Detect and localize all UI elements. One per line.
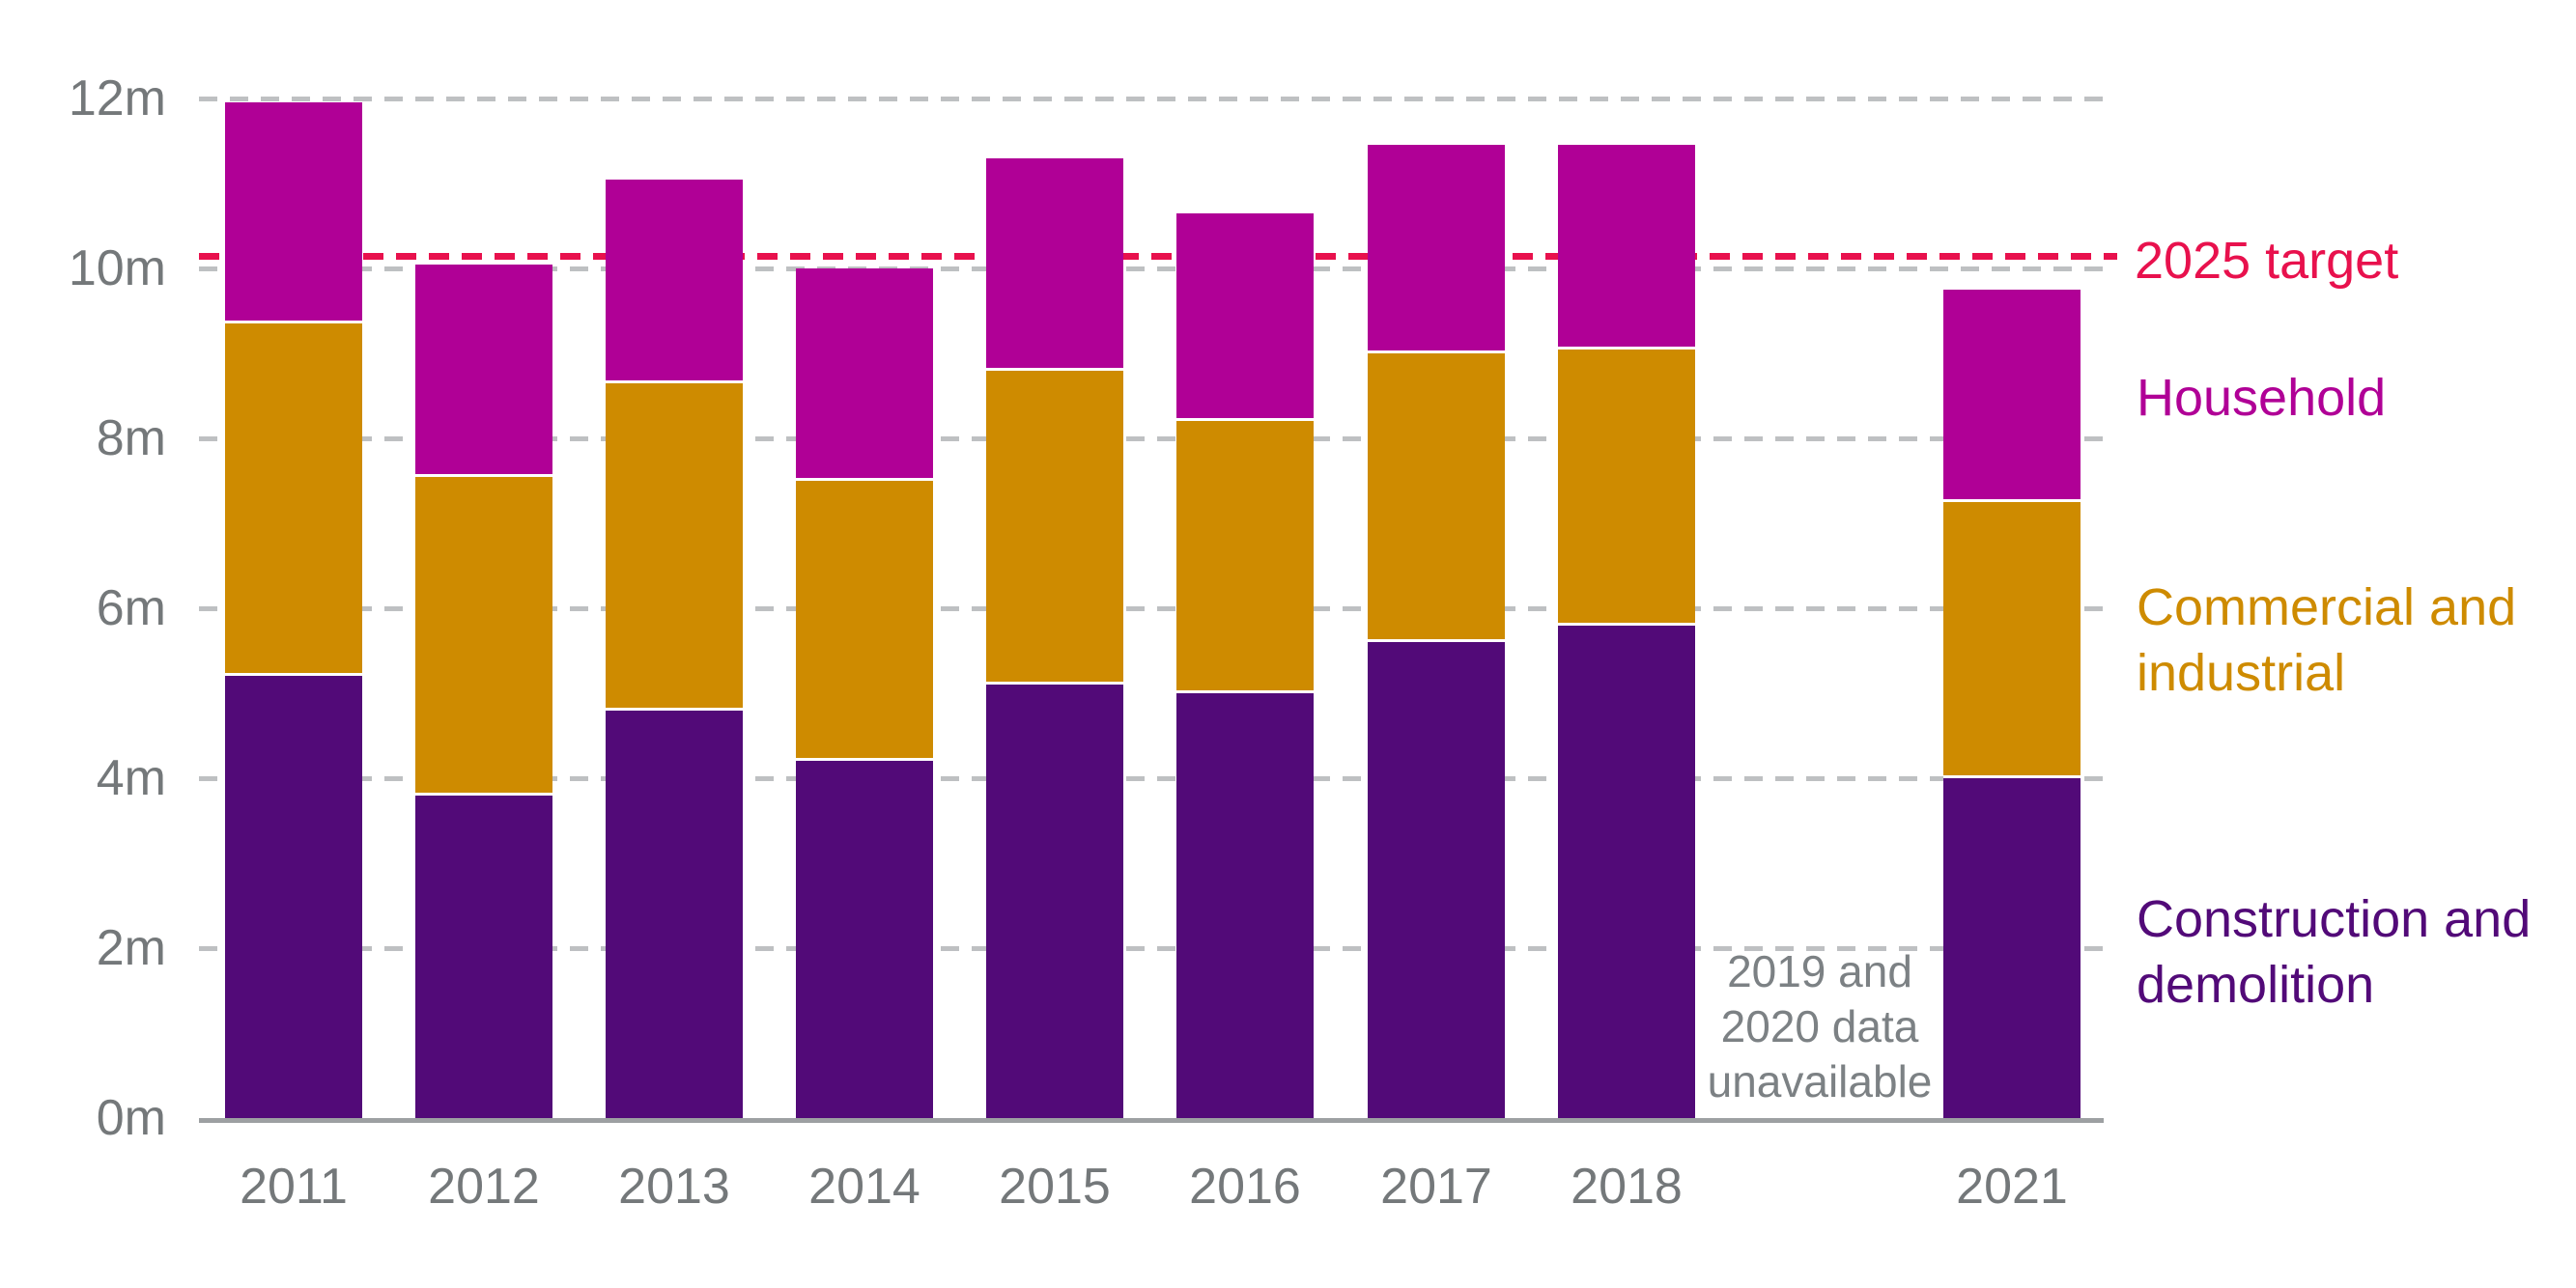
bar-2017-household [1368, 145, 1505, 353]
missing-data-note-line3: unavailable [1707, 1056, 1933, 1106]
bar-2013-construction-and-demolition [606, 710, 743, 1118]
bar-2015-commercial-and-industrial [986, 370, 1123, 686]
bar-2021-household [1943, 290, 2081, 502]
y-tick-6m: 6m [96, 580, 166, 636]
bar-2011-household [225, 102, 362, 324]
gridline-12m [199, 97, 2104, 101]
bar-2012-household [415, 264, 552, 477]
bar-2015-construction-and-demolition [986, 685, 1123, 1118]
target-line [199, 252, 2117, 260]
y-tick-2m: 2m [96, 920, 166, 976]
x-tick-2013: 2013 [618, 1159, 730, 1215]
x-tick-2011: 2011 [240, 1159, 348, 1215]
bar-2018-construction-and-demolition [1558, 625, 1695, 1118]
bar-2017-commercial-and-industrial [1368, 353, 1505, 643]
bar-2015-household [986, 157, 1123, 371]
x-tick-2017: 2017 [1380, 1159, 1492, 1215]
bar-2011-commercial-and-industrial [225, 323, 362, 677]
bar-2014-commercial-and-industrial [796, 481, 933, 762]
bar-2018-commercial-and-industrial [1558, 349, 1695, 626]
gridline-6m [199, 606, 2104, 611]
legend-commercial-industrial-label: Commercial and industrial [2137, 578, 2517, 702]
bar-2013-household [606, 179, 743, 383]
y-tick-4m: 4m [96, 750, 166, 806]
gridline-2m [199, 946, 2104, 951]
x-tick-2014: 2014 [808, 1159, 920, 1215]
bar-2016-household [1176, 212, 1314, 422]
bar-2012-construction-and-demolition [415, 795, 552, 1118]
y-tick-8m: 8m [96, 410, 166, 466]
gridline-4m [199, 776, 2104, 781]
legend-target-label: 2025 target [2135, 232, 2399, 290]
gridline-8m [199, 436, 2104, 441]
legend-construction-demolition-label: Construction and demolition [2137, 890, 2532, 1014]
bar-2014-household [796, 268, 933, 481]
missing-data-note-line1: 2019 and [1727, 946, 1912, 996]
missing-data-note: 2019 and 2020 data unavailable [1708, 944, 1933, 1109]
bar-2021-commercial-and-industrial [1943, 502, 2081, 778]
x-tick-2016: 2016 [1189, 1159, 1301, 1215]
bar-2012-commercial-and-industrial [415, 476, 552, 796]
bar-2013-commercial-and-industrial [606, 382, 743, 711]
bar-2011-construction-and-demolition [225, 676, 362, 1118]
legend-household-label: Household [2137, 369, 2387, 427]
bar-2016-construction-and-demolition [1176, 693, 1314, 1118]
x-tick-2021: 2021 [1956, 1159, 2068, 1215]
x-tick-2015: 2015 [999, 1159, 1111, 1215]
bar-2018-household [1558, 145, 1695, 350]
x-tick-2018: 2018 [1571, 1159, 1683, 1215]
gridline-10m [199, 266, 2104, 271]
bar-2021-construction-and-demolition [1943, 778, 2081, 1118]
x-axis-line [199, 1118, 2104, 1123]
missing-data-note-line2: 2020 data [1720, 1001, 1919, 1051]
bar-2014-construction-and-demolition [796, 761, 933, 1118]
y-tick-0m: 0m [96, 1090, 166, 1146]
bar-2016-commercial-and-industrial [1176, 421, 1314, 693]
y-tick-12m: 12m [68, 70, 166, 126]
x-tick-2012: 2012 [428, 1159, 540, 1215]
bar-2017-construction-and-demolition [1368, 642, 1505, 1118]
y-tick-10m: 10m [68, 240, 166, 296]
